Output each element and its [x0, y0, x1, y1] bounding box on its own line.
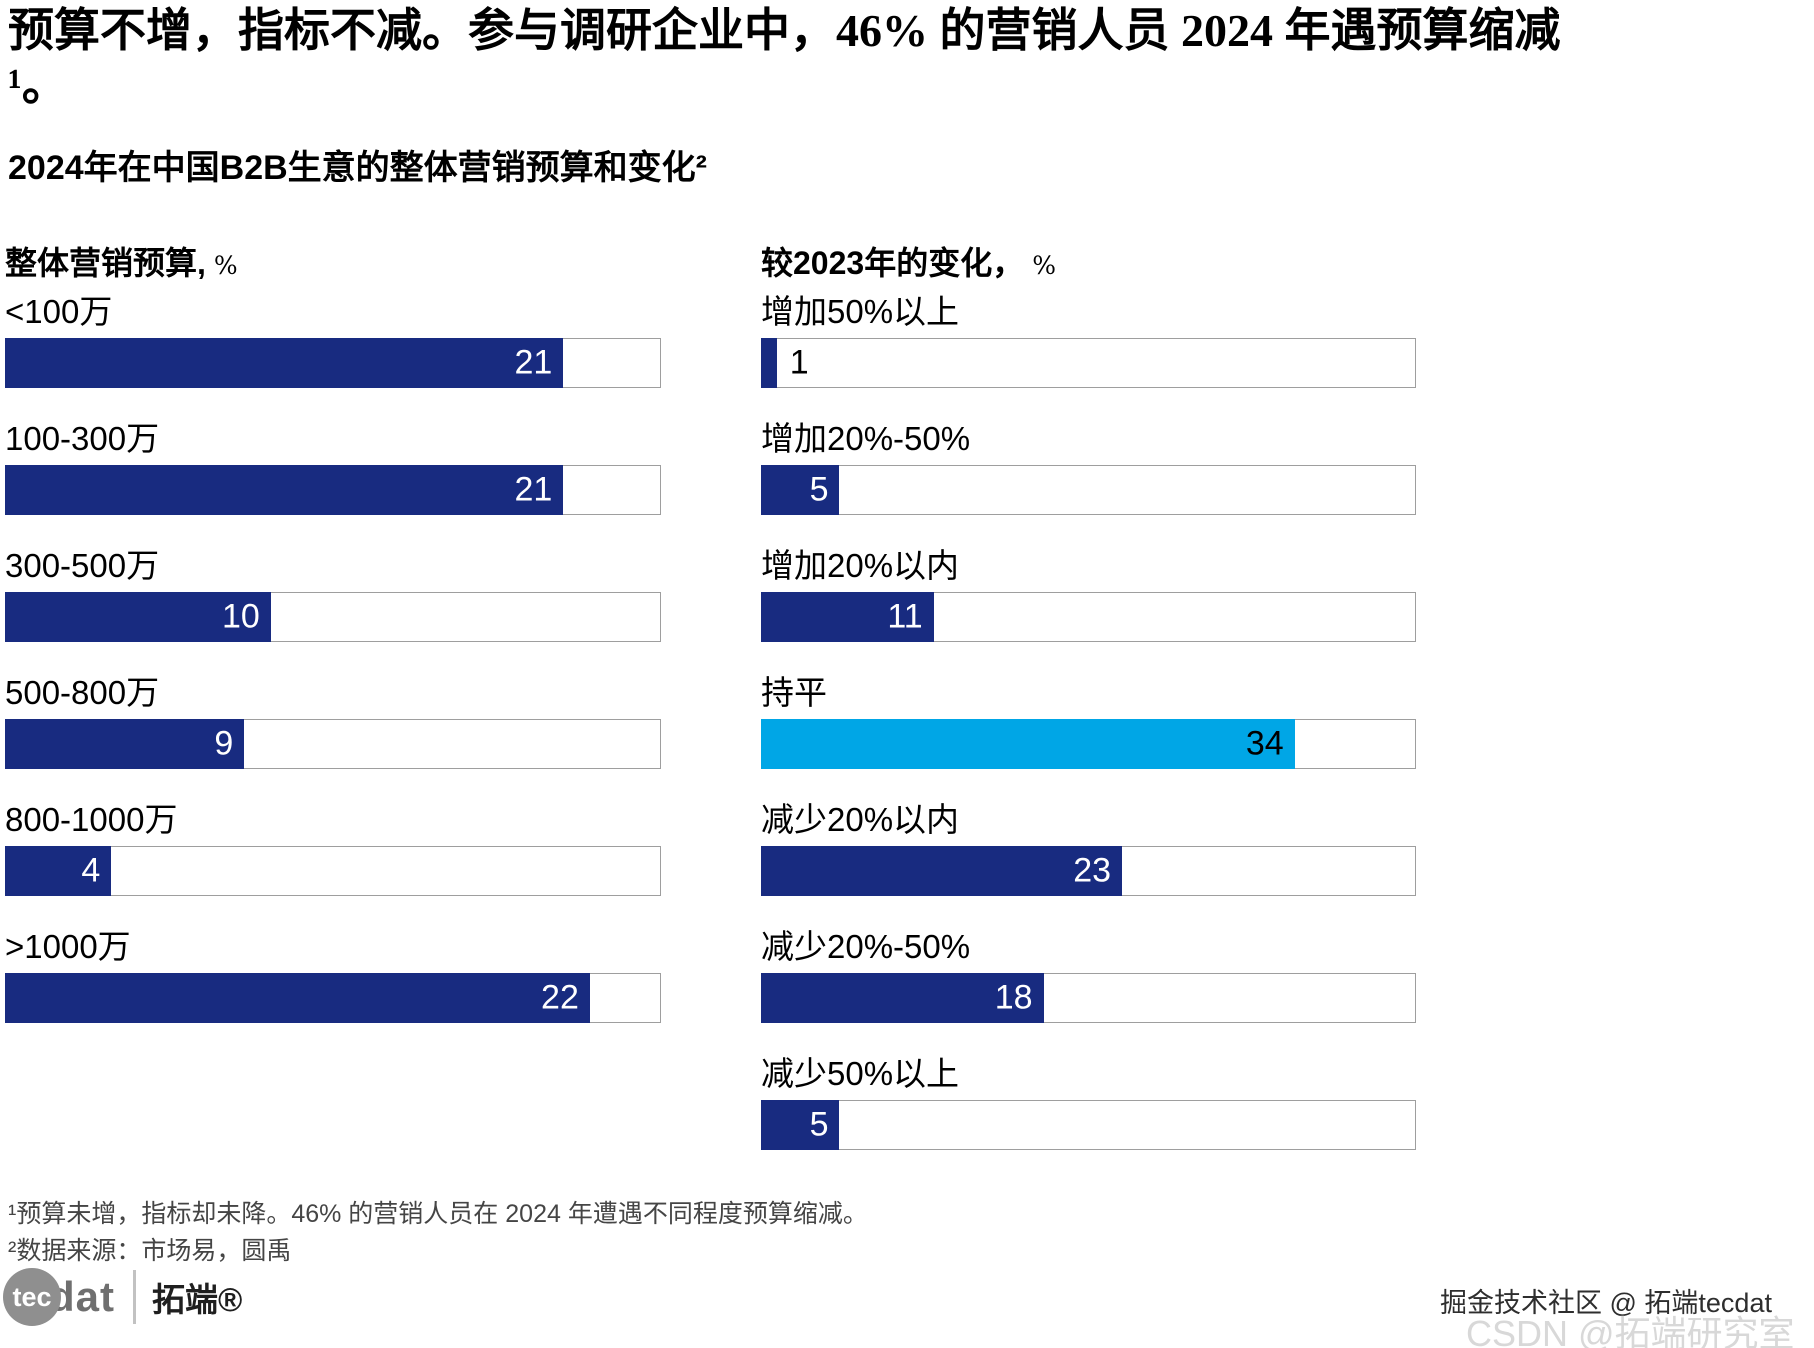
- bar-category-label: 500-800万: [5, 674, 160, 711]
- bar-fill: [761, 465, 840, 515]
- bar-value-label: 1: [789, 343, 809, 382]
- bar-fill: [5, 592, 271, 642]
- bar-row: 300-500万 10: [5, 546, 661, 673]
- bar-row: 增加20%以内 11: [761, 546, 1416, 673]
- budget-chart-header: 整体营销预算,%: [5, 238, 661, 281]
- bar-category-label: <100万: [5, 293, 113, 330]
- change-chart-header: 较2023年的变化，%: [761, 238, 1416, 281]
- bar-fill: [761, 1100, 840, 1150]
- page-title: 预算不增，指标不减。参与调研企业中，46% 的营销人员 2024 年遇预算缩减¹…: [8, 5, 1561, 111]
- chart-title: 2024年在中国B2B生意的整体营销预算和变化²: [8, 149, 707, 187]
- bar-category-label: 减少20%-50%: [761, 928, 971, 965]
- bar-row: 100-300万 21: [5, 419, 661, 546]
- bar-value-label: 4: [81, 851, 101, 890]
- bar-category-label: 持平: [761, 674, 827, 711]
- bar-value-label: 22: [541, 978, 579, 1017]
- bar-value-label: 11: [887, 597, 923, 636]
- bar-row: 800-1000万 4: [5, 800, 661, 927]
- bar-row: <100万 21: [5, 292, 661, 419]
- bar-track: 34: [761, 719, 1416, 769]
- bar-fill: [761, 973, 1044, 1023]
- bar-value-label: 5: [809, 470, 829, 509]
- bar-value-label: 10: [222, 597, 260, 636]
- bar-fill: [761, 592, 934, 642]
- bar-value-label: 21: [514, 343, 553, 382]
- bar-row: 500-800万 9: [5, 673, 661, 800]
- bar-track: 23: [761, 846, 1416, 896]
- bar-fill: [761, 719, 1295, 769]
- bar-value-label: 23: [1073, 851, 1112, 890]
- footnote-1: ¹预算未增，指标却未降。46% 的营销人员在 2024 年遭遇不同程度预算缩减。: [8, 1200, 868, 1228]
- bar-category-label: 减少50%以上: [761, 1055, 960, 1092]
- bar-row: 增加50%以上 1: [761, 292, 1416, 419]
- budget-chart-header-unit: %: [213, 251, 238, 280]
- brand-name: 拓端®: [152, 1281, 243, 1318]
- bar-fill: [5, 846, 112, 896]
- tecdat-logo: tec dat 拓端®: [3, 1268, 242, 1326]
- bar-fill: [5, 338, 564, 388]
- bar-track: 1: [761, 338, 1416, 388]
- bar-value-label: 18: [994, 978, 1033, 1017]
- bar-category-label: 增加20%以内: [761, 547, 960, 584]
- bar-value-label: 9: [214, 724, 234, 763]
- bar-fill: [761, 338, 777, 388]
- bar-track: 21: [5, 465, 661, 515]
- change-chart: 较2023年的变化，% 增加50%以上 1 增加20%-50% 5 增加20%以…: [761, 238, 1416, 1181]
- bar-track: 4: [5, 846, 661, 896]
- tecdat-logo-icon: tec: [3, 1268, 61, 1326]
- bar-category-label: 800-1000万: [5, 801, 178, 838]
- bar-category-label: 100-300万: [5, 420, 160, 457]
- footnotes: ¹预算未增，指标却未降。46% 的营销人员在 2024 年遭遇不同程度预算缩减。…: [8, 1196, 868, 1270]
- bar-row: 减少20%-50% 18: [761, 927, 1416, 1054]
- watermark-secondary: CSDN @拓端研究室: [1466, 1313, 1795, 1348]
- change-bar-rows: 增加50%以上 1 增加20%-50% 5 增加20%以内 11 持平 34 减…: [761, 292, 1416, 1181]
- bar-track: 22: [5, 973, 661, 1023]
- bar-fill: [5, 973, 590, 1023]
- bar-track: 18: [761, 973, 1416, 1023]
- bar-track: 5: [761, 1100, 1416, 1150]
- bar-fill: [761, 846, 1123, 896]
- bar-row: >1000万 22: [5, 927, 661, 1054]
- budget-chart: 整体营销预算,% <100万 21 100-300万 21 300-500万 1…: [5, 238, 661, 1054]
- bar-track: 10: [5, 592, 661, 642]
- bar-category-label: 300-500万: [5, 547, 160, 584]
- bar-row: 减少20%以内 23: [761, 800, 1416, 927]
- bar-category-label: 增加20%-50%: [761, 420, 971, 457]
- bar-fill: [5, 719, 245, 769]
- budget-chart-header-label: 整体营销预算,: [5, 245, 206, 281]
- bar-track: 21: [5, 338, 661, 388]
- footnote-2: ²数据来源：市场易，圆禹: [8, 1237, 292, 1265]
- bar-category-label: 减少20%以内: [761, 801, 960, 838]
- budget-bar-rows: <100万 21 100-300万 21 300-500万 10 500-800…: [5, 292, 661, 1054]
- logo-divider: [133, 1270, 136, 1324]
- bar-row: 持平 34: [761, 673, 1416, 800]
- bar-track: 9: [5, 719, 661, 769]
- bar-value-label: 34: [1245, 724, 1284, 763]
- bar-fill: [5, 465, 564, 515]
- watermark-primary: 掘金技术社区 @ 拓端tecdat: [1440, 1288, 1772, 1318]
- bar-track: 11: [761, 592, 1416, 642]
- bar-value-label: 5: [809, 1105, 829, 1144]
- bar-value-label: 21: [514, 470, 553, 509]
- bar-track: 5: [761, 465, 1416, 515]
- bar-category-label: 增加50%以上: [761, 293, 960, 330]
- bar-row: 增加20%-50% 5: [761, 419, 1416, 546]
- change-chart-header-label: 较2023年的变化，: [761, 245, 1025, 281]
- bar-row: 减少50%以上 5: [761, 1054, 1416, 1181]
- bar-category-label: >1000万: [5, 928, 131, 965]
- change-chart-header-unit: %: [1032, 251, 1056, 280]
